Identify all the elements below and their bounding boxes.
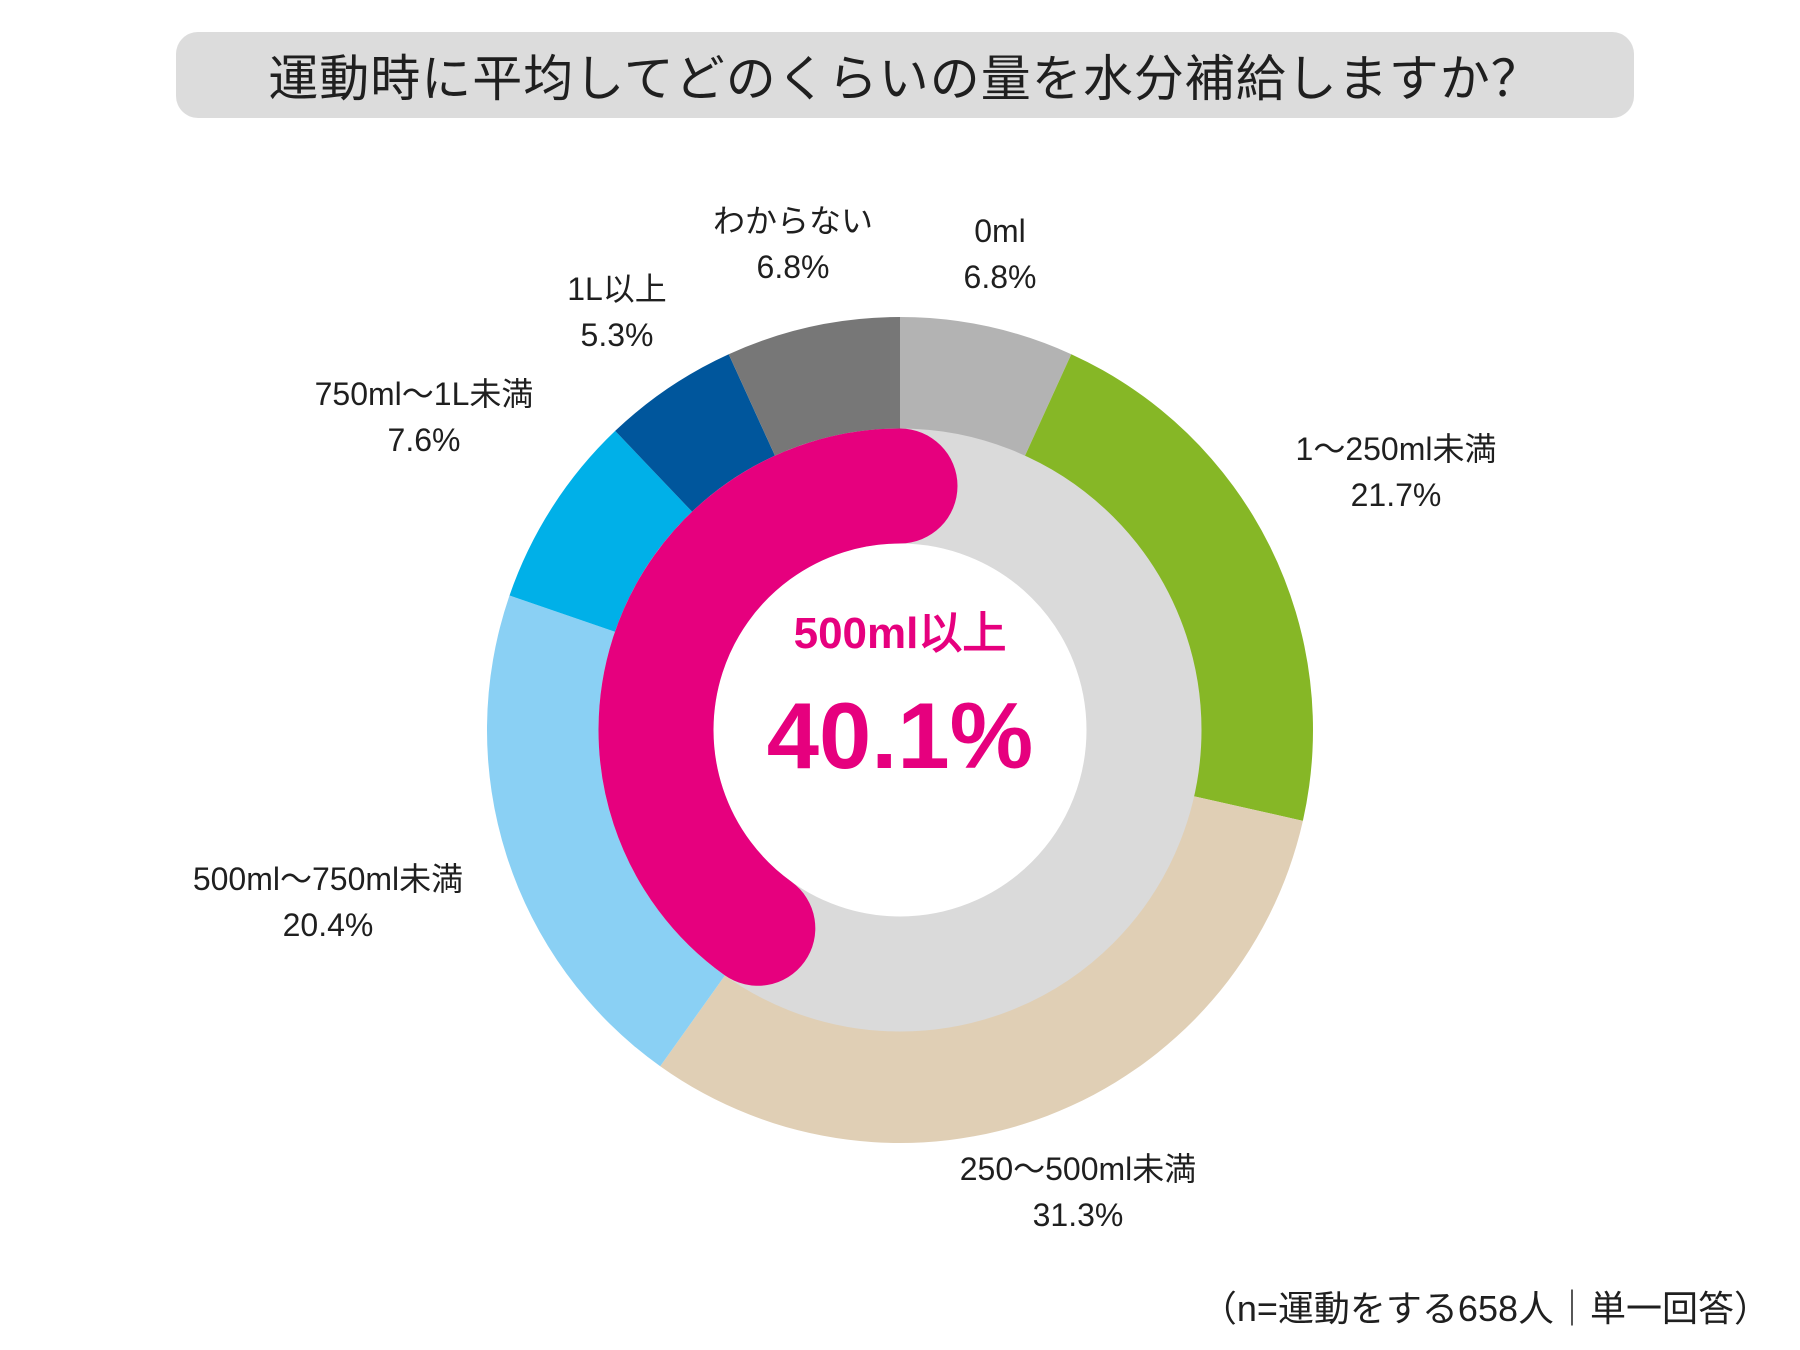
slice-6 bbox=[615, 354, 776, 513]
chart-title-box: 運動時に平均してどのくらいの量を水分補給しますか？ bbox=[176, 32, 1634, 118]
slice-5 bbox=[509, 430, 694, 633]
slice-labels: 0ml 6.8% 1～250ml未満 21.7% 250～500ml未満 31.3% 500… bbox=[193, 203, 1497, 1233]
slice-label-1: 0ml 6.8% bbox=[964, 213, 1037, 295]
slice-1 bbox=[900, 317, 1072, 458]
inner-ring bbox=[598, 428, 1202, 1032]
slice-label-4: 500ml～750ml未満 20.4% bbox=[193, 861, 463, 943]
slice-label-7: わからない 6.8% bbox=[713, 203, 873, 285]
chart-title: 運動時に平均してどのくらいの量を水分補給しますか？ bbox=[268, 51, 1542, 107]
sample-note: （n=運動をする658人｜単一回答） bbox=[1200, 1288, 1770, 1329]
slice-label-2: 1～250ml未満 21.7% bbox=[1296, 431, 1497, 513]
slice-2 bbox=[1024, 354, 1313, 821]
slice-3 bbox=[660, 795, 1303, 1143]
highlight-value: 40.1% bbox=[767, 683, 1034, 788]
highlight-label: 500ml以上 bbox=[794, 609, 1007, 658]
slice-label-5: 750ml～1L未満 7.6% bbox=[315, 376, 534, 458]
slice-label-6: 1L以上 5.3% bbox=[567, 271, 667, 353]
slice-4 bbox=[487, 595, 726, 1067]
slice-7 bbox=[728, 317, 900, 458]
slice-label-3: 250～500ml未満 31.3% bbox=[960, 1151, 1197, 1233]
highlight-arc bbox=[598, 428, 958, 986]
outer-ring bbox=[487, 317, 1313, 1143]
